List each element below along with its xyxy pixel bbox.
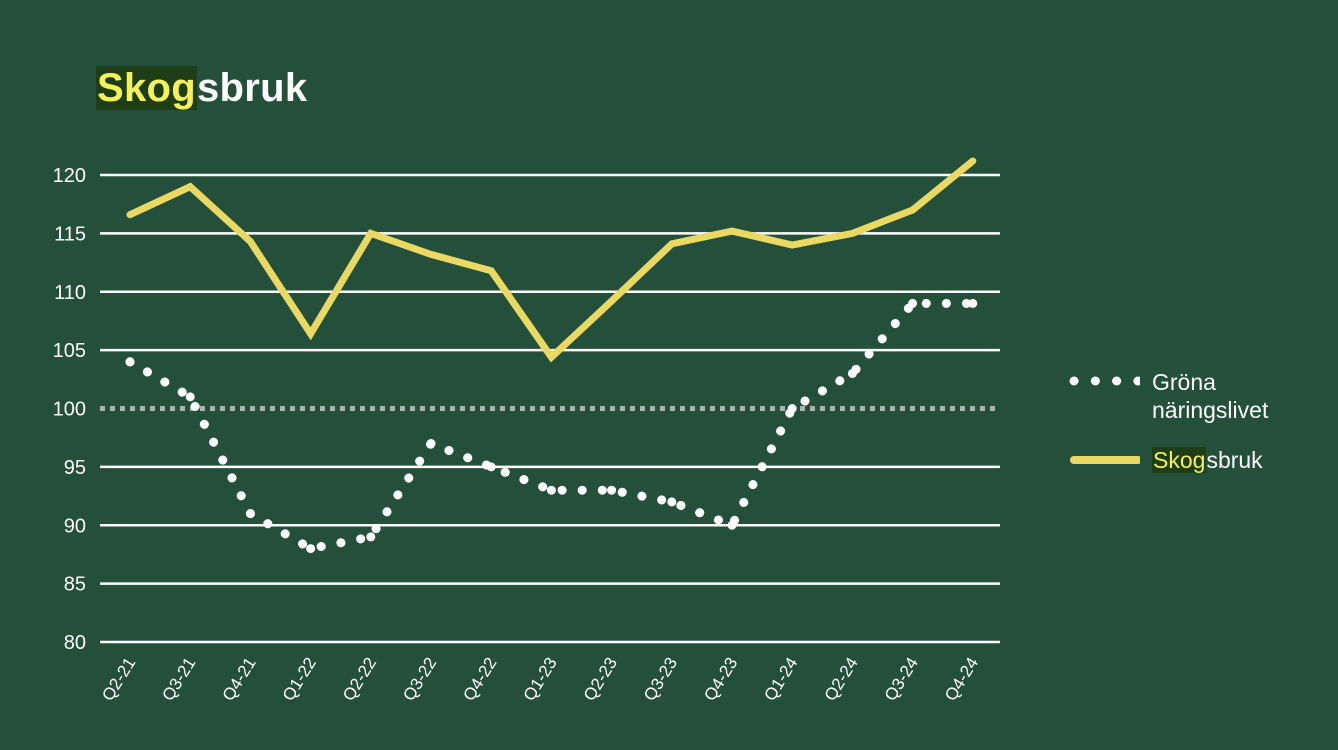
x-tick-label: Q4-23 [700, 654, 741, 704]
legend-label-highlight: Skog [1152, 447, 1207, 473]
data-point-grona [607, 485, 617, 495]
series-line-skogsbruk [126, 157, 977, 363]
y-axis-ticks: 80 85 90 95 100 105 110 115 120 [53, 165, 86, 654]
y-tick-label: 95 [64, 457, 86, 479]
x-tick-label: Q3-24 [881, 654, 922, 704]
x-axis-ticks: Q2-21 Q3-21 Q4-21 Q1-22 Q2-22 Q3-22 Q4-22 Q1-23… [98, 654, 982, 704]
data-point-grona [847, 368, 857, 378]
data-point-grona [908, 298, 918, 308]
x-tick-label: Q3-21 [158, 654, 199, 704]
y-tick-label: 80 [64, 632, 86, 654]
data-point-grona [787, 404, 797, 413]
data-point-grona [546, 485, 556, 495]
chart-title-highlight: Skog [96, 66, 197, 110]
legend-item-skogsbruk: Skogsbruk [1068, 446, 1328, 474]
y-tick-label: 115 [54, 223, 86, 245]
legend: Gröna näringslivet Skogsbruk [1068, 368, 1328, 496]
y-tick-label: 90 [64, 515, 86, 537]
x-tick-label: Q2-24 [821, 654, 862, 704]
legend-item-grona: Gröna näringslivet [1068, 368, 1328, 424]
data-point-grona [486, 462, 496, 472]
legend-label-grona: Gröna näringslivet [1152, 369, 1269, 423]
x-tick-label: Q3-22 [399, 654, 440, 704]
x-tick-label: Q1-23 [520, 654, 561, 704]
x-tick-label: Q2-23 [580, 654, 621, 704]
chart-title-rest: sbruk [197, 66, 308, 110]
x-tick-label: Q2-21 [98, 654, 139, 704]
data-point-grona [245, 509, 255, 519]
x-tick-label: Q1-22 [279, 654, 320, 704]
x-tick-label: Q3-23 [640, 654, 681, 704]
y-tick-label: 105 [53, 340, 86, 362]
x-tick-label: Q4-24 [941, 654, 982, 704]
x-tick-label: Q4-21 [219, 654, 260, 704]
legend-swatch-solid [1070, 456, 1140, 464]
series-group [125, 157, 978, 554]
data-point-grona [667, 497, 677, 507]
legend-label-rest: sbruk [1206, 447, 1263, 473]
data-point-grona [185, 392, 195, 402]
data-point-grona [125, 357, 135, 367]
data-point-grona [306, 544, 316, 554]
data-point-grona [426, 439, 436, 449]
x-tick-label: Q4-22 [459, 654, 500, 704]
data-point-grona [366, 532, 376, 542]
y-tick-label: 120 [53, 165, 86, 187]
legend-label-skogsbruk: Skogsbruk [1152, 446, 1263, 474]
x-tick-label: Q2-22 [339, 654, 380, 704]
y-tick-label: 110 [54, 282, 86, 304]
series-line-grona [125, 298, 978, 554]
data-point-grona [968, 298, 978, 308]
y-tick-label: 100 [53, 399, 86, 421]
data-point-grona [727, 520, 737, 530]
x-tick-label: Q1-24 [760, 654, 801, 704]
chart-title: Skogsbruk [96, 62, 307, 114]
legend-swatch-dotted [1069, 376, 1140, 386]
y-tick-label: 85 [64, 574, 86, 596]
